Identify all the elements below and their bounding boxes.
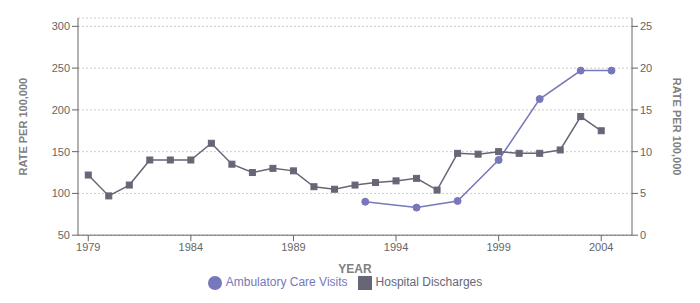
svg-text:25: 25: [640, 20, 652, 32]
svg-text:200: 200: [52, 104, 70, 116]
html-text:Ambulatory Care Visits: Ambulatory Care Visits: [225, 275, 348, 290]
svg-text:RATE PER 100,000: RATE PER 100,000: [17, 78, 29, 176]
svg-text:1979: 1979: [76, 241, 100, 253]
svg-text:YEAR: YEAR: [338, 262, 372, 276]
svg-text:10: 10: [640, 146, 652, 158]
svg-text:1999: 1999: [486, 241, 510, 253]
svg-text:1984: 1984: [179, 241, 203, 253]
svg-text:1994: 1994: [384, 241, 408, 253]
svg-text:250: 250: [52, 62, 70, 74]
svg-text:1989: 1989: [281, 241, 305, 253]
html-text:Hospital Discharges: Hospital Discharges: [375, 275, 483, 290]
svg-text:300: 300: [52, 20, 70, 32]
svg-text:5: 5: [640, 187, 646, 199]
svg-text:15: 15: [640, 104, 652, 116]
svg-text:20: 20: [640, 62, 652, 74]
svg-text:50: 50: [58, 229, 70, 241]
svg-text:2004: 2004: [589, 241, 613, 253]
svg-text:RATE PER 100,000: RATE PER 100,000: [671, 78, 683, 176]
svg-text:150: 150: [52, 146, 70, 158]
svg-text:0: 0: [640, 229, 646, 241]
svg-text:100: 100: [52, 187, 70, 199]
